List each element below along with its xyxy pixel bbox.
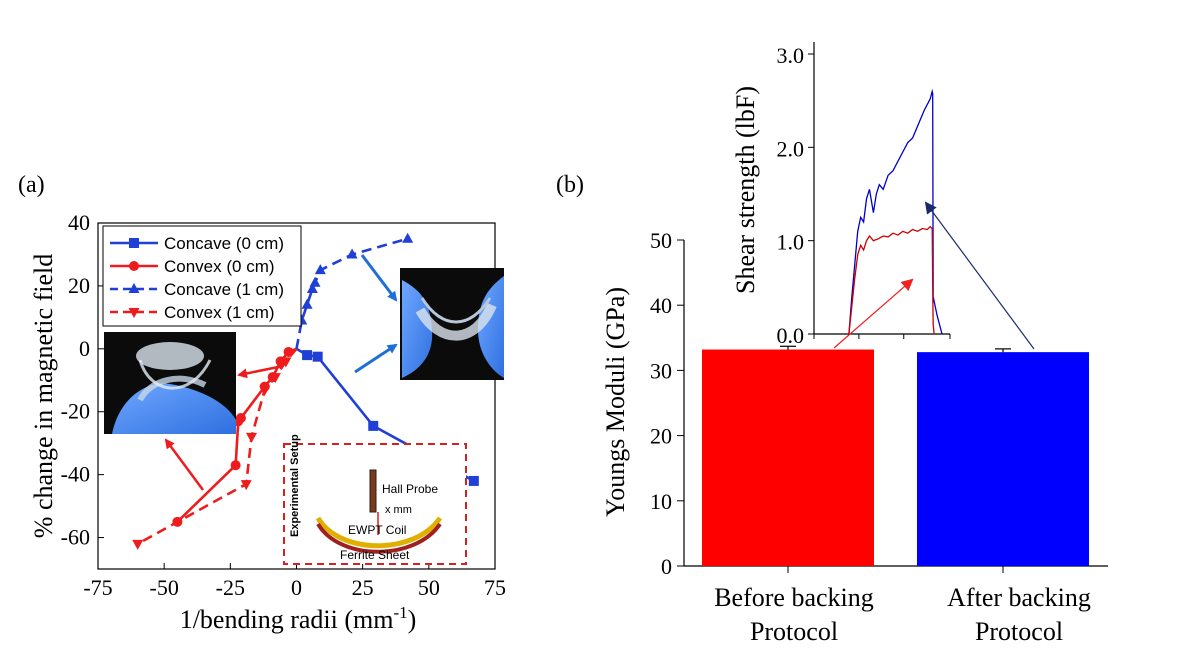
ferrite-sheet-icon (316, 522, 442, 554)
x-tick-label-a: 50 (418, 575, 440, 600)
coil-icon (315, 516, 443, 549)
panel-a: (a) -75 -50 -25 0 25 50 75 40 20 0 -20 -40 -60 % cha… (18, 172, 506, 634)
y-tick-label-b: 10 (650, 489, 672, 514)
x-tick-label-a: 25 (352, 575, 374, 600)
inset-y-tick-label: 3.0 (777, 43, 805, 68)
bar-1 (917, 352, 1089, 566)
data-point (230, 460, 241, 471)
inset-y-tick-label: 1.0 (777, 230, 805, 255)
data-point (301, 298, 313, 309)
data-point (468, 475, 479, 486)
data-point (346, 248, 358, 259)
data-point (302, 350, 313, 361)
shear-inset: 0.0 1.0 2.0 3.0 Shear strength (lbF) (731, 42, 951, 348)
legend-marker (128, 283, 140, 293)
legend-entry: Convex (0 cm) (164, 257, 275, 276)
axis-ticks-b: 0 10 20 30 40 50 (650, 228, 684, 579)
ferrite-label: Ferrite Sheet (340, 548, 410, 562)
inset-y-tick-label: 0.0 (777, 323, 805, 348)
legend-marker (129, 238, 139, 248)
panel-b-label: (b) (556, 172, 584, 198)
inset-series-line-0 (848, 88, 943, 335)
x-axis-label-a: 1/bending radii (mm-1) (180, 603, 417, 634)
arrow-inset-red (833, 278, 914, 349)
data-point (132, 539, 144, 550)
arrow-to-photo-left-lower (164, 438, 205, 491)
legend-marker (128, 308, 140, 318)
x-tick-label-a: 75 (484, 575, 506, 600)
x-tick-label-a: -50 (150, 575, 179, 600)
y-tick-label-b: 40 (650, 293, 672, 318)
inset-series-line-1 (848, 225, 935, 335)
y-tick-label-b: 50 (650, 228, 672, 253)
y-tick-label-a: -60 (61, 525, 90, 550)
inset-y-axis-label: Shear strength (lbF) (731, 86, 760, 294)
distance-label: x mm (385, 504, 412, 516)
arrow-to-photo-right (360, 254, 398, 302)
data-point (269, 373, 281, 384)
arrow-inset-blue (924, 201, 1035, 350)
category-label: Protocol (975, 617, 1063, 646)
x-tick-label-a: -75 (83, 575, 112, 600)
data-point (240, 480, 252, 491)
legend-entry: Concave (0 cm) (164, 234, 284, 253)
x-tick-label-a: -25 (216, 575, 245, 600)
category-label: Before backing (714, 583, 874, 612)
coil-label: EWPT Coil (348, 523, 406, 537)
category-label: After backing (947, 583, 1091, 612)
y-tick-label-a: -20 (61, 399, 90, 424)
data-point (246, 432, 258, 443)
y-tick-label-b: 20 (650, 424, 672, 449)
data-point (280, 357, 292, 368)
data-point (314, 264, 326, 275)
axis-ticks-a: -75 -50 -25 0 25 50 75 40 20 0 -20 -40 -60 (61, 210, 506, 600)
y-tick-label-a: 20 (68, 273, 90, 298)
panel-b: (b) 0 10 20 30 40 50 Before backing Protocol Af… (556, 42, 1108, 646)
legend-a: Concave (0 cm) Convex (0 cm) Concave (1 cm… (102, 225, 302, 327)
panel-a-label: (a) (18, 172, 45, 198)
setup-inset: Experimental Setup Hall Probe x mm EWPT … (283, 434, 467, 565)
hall-probe-icon (369, 469, 377, 513)
arrow-to-photo-left (237, 364, 284, 379)
y-tick-label-a: 0 (79, 336, 90, 361)
category-label: Protocol (750, 617, 838, 646)
data-point (259, 385, 271, 396)
x-tick-label-a: 0 (291, 575, 302, 600)
y-axis-label-a: % change in magnetic field (29, 254, 58, 538)
y-tick-label-b: 30 (650, 358, 672, 383)
photo-concave-bending (400, 268, 504, 380)
y-tick-label-a: 40 (68, 210, 90, 235)
y-tick-label-b: 0 (661, 554, 672, 579)
hall-probe-label: Hall Probe (382, 482, 438, 496)
data-point (306, 283, 318, 294)
y-axis-label-b: Youngs Moduli (GPa) (601, 287, 630, 517)
data-point (368, 420, 379, 431)
inset-y-tick-label: 2.0 (777, 136, 805, 161)
photo-convex-bending (104, 332, 236, 434)
data-point (312, 351, 323, 362)
data-point (309, 276, 321, 287)
bars-b: Before backing Protocol After backing Proto… (702, 345, 1091, 646)
legend-entry: Concave (1 cm) (164, 280, 284, 299)
y-tick-label-a: -40 (61, 462, 90, 487)
data-point (402, 232, 414, 243)
legend-entry: Convex (1 cm) (164, 303, 275, 322)
setup-inset-title: Experimental Setup (289, 434, 301, 537)
legend-marker (129, 261, 139, 271)
bar-0 (702, 349, 874, 566)
arrow-to-photo-right-lower (354, 343, 398, 374)
